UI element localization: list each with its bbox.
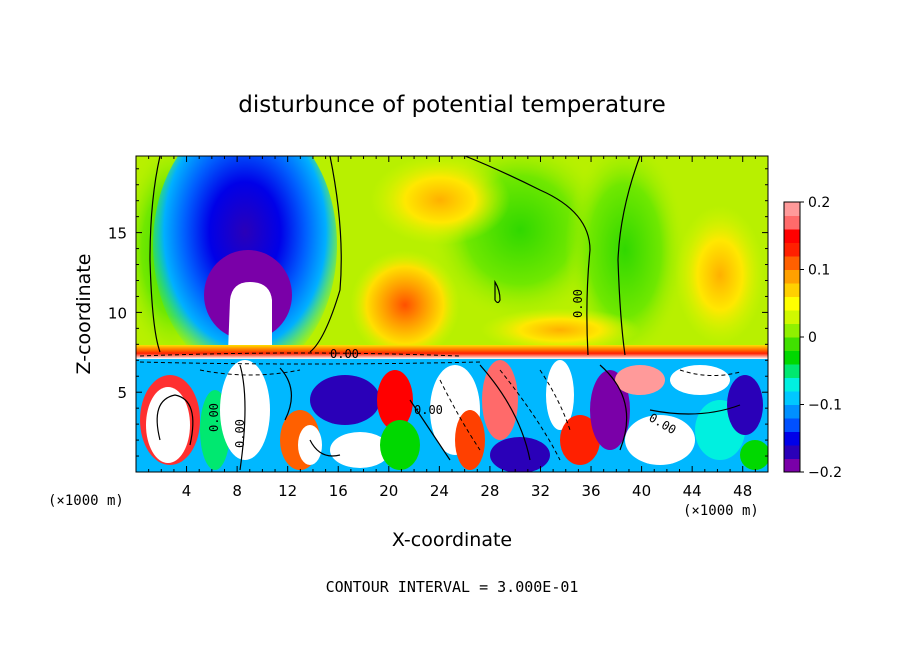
chart-title: disturbunce of potential temperature [238,92,666,118]
yellow-region-top [370,156,510,245]
colorbar-swatch [784,323,800,338]
colorbar-swatch [784,337,800,351]
contour-label: 0.00 [207,403,221,432]
colorbar-swatch [784,418,800,432]
x-tick-label: 36 [581,482,600,500]
inversion-band [136,345,768,359]
colorbar-swatch [784,391,800,405]
contour-label: 0.00 [414,403,443,417]
colorbar-tick-label: −0.2 [808,465,842,481]
colorbar-swatch [784,377,800,392]
colorbar-tick-label: 0.1 [808,263,830,279]
x-tick-label: 20 [379,482,398,500]
colorbar-swatch [784,296,800,311]
contour-label: 0.00 [571,289,585,318]
x-tick-label: 48 [733,482,752,500]
colorbar-swatch [784,202,800,216]
colorbar-swatch [784,269,800,284]
colorbar-swatch [784,364,800,378]
green-region-right [565,156,685,360]
contour-lines [149,156,741,471]
colorbar-tick-label: −0.1 [808,398,842,414]
contour-lines-dashed [139,352,741,461]
colorbar: −0.2 −0.1 0 0.1 0.2 [783,195,842,481]
colorbar-swatch [784,445,800,459]
colorbar-swatch [784,310,800,324]
colorbar-swatch [784,283,800,297]
x-unit-left: (×1000 m) [48,493,124,509]
x-tick-label: 32 [531,482,550,500]
x-tick-label: 16 [329,482,348,500]
white-core [228,282,272,352]
colorbar-tick-label: 0.2 [808,195,830,211]
colorbar-swatch [784,256,800,270]
yellow-region-right [675,205,765,345]
colorbar-swatch [784,458,800,473]
contour-label: 0.00 [330,347,359,361]
x-tick-label: 44 [683,482,702,500]
y-tick-label: 10 [108,304,127,322]
warm-anomaly-right [480,308,640,352]
colorbar-tick-label: 0 [808,330,817,346]
warm-anomaly [350,250,460,360]
contour-label: 0.00 [233,419,247,448]
x-axis: 4 8 12 16 20 24 28 32 36 40 44 48 [148,156,756,500]
plot-area: 0.00 0.00 0.00 0.00 0.00 0.00 [136,156,768,472]
colorbar-swatch [784,404,800,419]
x-axis-title: X-coordinate [392,529,512,551]
y-tick-label: 15 [108,225,127,243]
colorbar-swatch [784,242,800,257]
colorbar-swatch [784,350,800,365]
colorbar-swatch [784,215,800,230]
colorbar-swatch [784,229,800,243]
x-tick-label: 12 [278,482,297,500]
x-unit-right: (×1000 m) [683,503,759,519]
x-tick-label: 28 [480,482,499,500]
colorbar-swatch [784,431,800,446]
y-axis-title: Z-coordinate [73,254,95,375]
y-axis: 5 10 15 [108,168,768,457]
x-tick-label: 8 [232,482,242,500]
x-tick-label: 4 [182,482,192,500]
y-tick-label: 5 [117,384,127,402]
contour-interval-text: CONTOUR INTERVAL = 3.000E-01 [326,578,579,596]
lower-layer-patches [140,360,768,472]
x-tick-label: 40 [632,482,651,500]
x-tick-label: 24 [430,482,449,500]
